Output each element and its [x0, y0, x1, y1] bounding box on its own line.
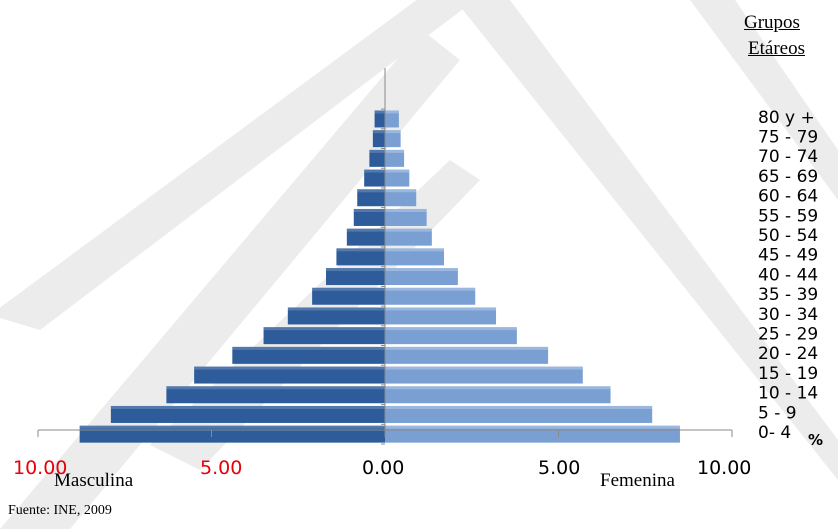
bar-femenina-3: [385, 366, 583, 384]
age-group-label-6: 30 - 34: [758, 305, 818, 325]
bar-masculina-4: [232, 346, 385, 364]
bar-femenina-1: [385, 405, 653, 423]
age-group-label-3: 15 - 19: [758, 364, 818, 384]
bar-femenina-16: [385, 110, 399, 128]
bar-masculina-15: [372, 130, 385, 148]
bar-femenina-highlight-2: [385, 386, 611, 390]
bar-femenina-12: [385, 189, 417, 207]
bar-masculina-16: [374, 110, 385, 128]
age-group-label-0: 0- 4: [758, 423, 791, 443]
bar-masculina-highlight-0: [79, 425, 385, 429]
bar-masculina-highlight-3: [194, 366, 385, 370]
bar-masculina-highlight-8: [326, 268, 385, 272]
source-note: Fuente: INE, 2009: [8, 503, 112, 518]
bar-masculina-5: [263, 327, 385, 345]
bar-femenina-5: [385, 327, 517, 345]
age-groups-title: Grupos Etáreos: [744, 10, 838, 62]
bar-masculina-10: [346, 228, 385, 246]
age-group-label-9: 45 - 49: [758, 246, 818, 266]
bar-masculina-3: [194, 366, 385, 384]
bar-femenina-8: [385, 268, 458, 286]
bar-masculina-8: [326, 268, 385, 286]
bar-masculina-highlight-10: [346, 228, 385, 232]
bar-femenina-highlight-8: [385, 268, 458, 272]
bar-femenina-highlight-10: [385, 228, 432, 232]
age-group-label-10: 50 - 54: [758, 226, 818, 246]
bar-masculina-12: [357, 189, 385, 207]
age-group-label-11: 55 - 59: [758, 206, 818, 226]
bar-masculina-highlight-2: [166, 386, 385, 390]
age-group-label-16: 80 y +: [758, 108, 815, 128]
bar-femenina-7: [385, 287, 476, 305]
bar-femenina-highlight-1: [385, 405, 653, 409]
percent-unit-label: %: [808, 431, 823, 449]
bar-masculina-14: [369, 149, 385, 167]
x-tick-label-1: 5.00: [200, 457, 242, 479]
bar-femenina-highlight-15: [385, 130, 401, 134]
bar-masculina-7: [312, 287, 385, 305]
bar-femenina-highlight-9: [385, 248, 444, 252]
age-group-label-8: 40 - 44: [758, 265, 818, 285]
bar-femenina-4: [385, 346, 549, 364]
age-group-label-12: 60 - 64: [758, 187, 818, 207]
bar-masculina-highlight-14: [369, 149, 385, 153]
x-tick-label-2: 0.00: [362, 457, 404, 479]
bar-masculina-highlight-13: [364, 169, 385, 173]
bar-femenina-highlight-7: [385, 287, 476, 291]
bar-masculina-11: [353, 208, 385, 226]
bar-femenina-13: [385, 169, 410, 187]
bar-masculina-9: [336, 248, 385, 266]
bar-femenina-6: [385, 307, 497, 325]
bar-masculina-highlight-15: [372, 130, 385, 134]
age-group-label-14: 70 - 74: [758, 147, 818, 167]
bar-femenina-highlight-0: [385, 425, 680, 429]
bar-masculina-highlight-7: [312, 287, 385, 291]
bar-femenina-highlight-13: [385, 169, 410, 173]
age-groups-title-line-2: Etáreos: [748, 38, 805, 59]
bar-masculina-1: [110, 405, 386, 423]
bar-femenina-highlight-4: [385, 346, 549, 350]
bar-femenina-highlight-16: [385, 110, 399, 114]
bar-masculina-highlight-1: [110, 405, 386, 409]
age-groups-title-line-1: Grupos: [744, 12, 800, 33]
bar-femenina-14: [385, 149, 405, 167]
bar-femenina-15: [385, 130, 401, 148]
bar-masculina-highlight-11: [353, 208, 385, 212]
bar-masculina-highlight-6: [287, 307, 385, 311]
series-label-masculina: Masculina: [54, 470, 134, 491]
age-group-label-7: 35 - 39: [758, 285, 818, 305]
age-group-label-4: 20 - 24: [758, 344, 818, 364]
bar-masculina-2: [166, 386, 385, 404]
x-tick-label-4: 10.00: [697, 457, 751, 479]
bar-femenina-highlight-5: [385, 327, 517, 331]
bar-femenina-highlight-11: [385, 208, 427, 212]
age-group-label-5: 25 - 29: [758, 325, 818, 345]
age-group-label-2: 10 - 14: [758, 384, 818, 404]
bar-masculina-13: [364, 169, 385, 187]
bar-femenina-10: [385, 228, 432, 246]
x-tick-label-0: 10.00: [13, 457, 67, 479]
age-group-label-15: 75 - 79: [758, 128, 818, 148]
bar-femenina-highlight-6: [385, 307, 497, 311]
bar-masculina-highlight-12: [357, 189, 385, 193]
bar-femenina-highlight-3: [385, 366, 583, 370]
series-label-femenina: Femenina: [600, 470, 675, 491]
bar-masculina-highlight-16: [374, 110, 385, 114]
x-tick-label-3: 5.00: [538, 457, 580, 479]
age-group-label-1: 5 - 9: [758, 403, 797, 423]
bar-femenina-2: [385, 386, 611, 404]
bar-femenina-highlight-12: [385, 189, 417, 193]
bar-masculina-highlight-4: [232, 346, 385, 350]
bar-masculina-highlight-5: [263, 327, 385, 331]
bar-femenina-11: [385, 208, 427, 226]
bar-femenina-highlight-14: [385, 149, 405, 153]
bar-masculina-highlight-9: [336, 248, 385, 252]
age-group-label-13: 65 - 69: [758, 167, 818, 187]
bar-masculina-6: [287, 307, 385, 325]
bar-femenina-9: [385, 248, 444, 266]
